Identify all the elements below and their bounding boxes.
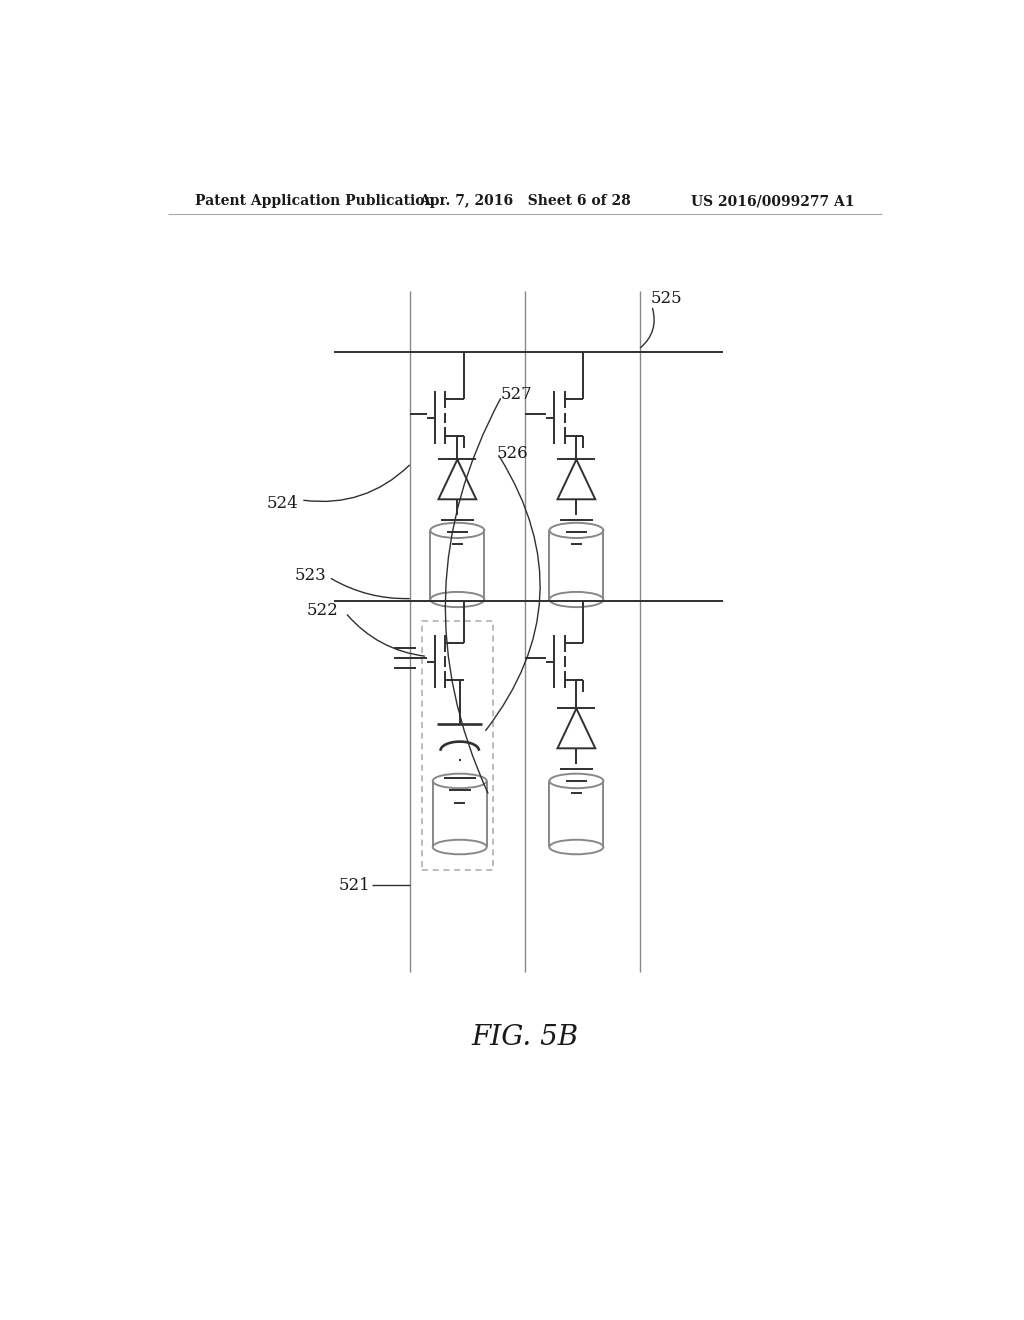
Text: US 2016/0099277 A1: US 2016/0099277 A1 [690, 194, 854, 209]
Text: Patent Application Publication: Patent Application Publication [196, 194, 435, 209]
Text: 527: 527 [500, 385, 531, 403]
Text: 526: 526 [497, 445, 528, 462]
Text: 525: 525 [650, 290, 682, 308]
Text: 524: 524 [267, 495, 299, 512]
Text: FIG. 5B: FIG. 5B [471, 1024, 579, 1051]
Text: 521: 521 [338, 876, 370, 894]
Text: 523: 523 [295, 566, 327, 583]
Text: 522: 522 [306, 602, 338, 619]
Text: Apr. 7, 2016   Sheet 6 of 28: Apr. 7, 2016 Sheet 6 of 28 [419, 194, 631, 209]
